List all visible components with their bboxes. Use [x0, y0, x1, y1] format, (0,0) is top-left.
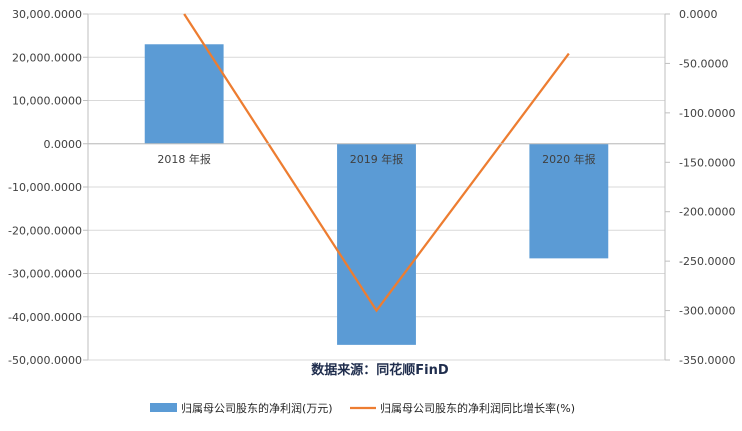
left-tick-label: 0.0000	[44, 138, 83, 151]
category-label: 2019 年报	[350, 152, 404, 166]
left-tick-label: -40,000.0000	[8, 311, 82, 324]
left-axis-ticks: 30,000.0000 20,000.0000 10,000.0000 0.0000 -…	[8, 8, 82, 367]
right-tick-label: -250.0000	[679, 255, 735, 268]
bar	[337, 144, 416, 345]
left-tick-label: -20,000.0000	[8, 224, 82, 237]
right-tick-label: -350.0000	[679, 354, 735, 367]
left-tick-label: 20,000.0000	[12, 51, 82, 64]
right-tick-label: -50.0000	[679, 57, 728, 70]
left-tick-label: 30,000.0000	[12, 8, 82, 21]
legend-label-line: 归属母公司股东的净利润同比增长率(%)	[380, 401, 575, 415]
right-tick-label: -200.0000	[679, 206, 735, 219]
left-tick-label: -10,000.0000	[8, 181, 82, 194]
legend-label-bar: 归属母公司股东的净利润(万元)	[181, 401, 333, 415]
right-tick-label: 0.0000	[679, 8, 718, 21]
legend: 归属母公司股东的净利润(万元) 归属母公司股东的净利润同比增长率(%)	[150, 401, 575, 415]
legend-swatch-bar	[150, 403, 177, 412]
category-label: 2018 年报	[157, 152, 211, 166]
bar	[145, 44, 224, 143]
left-tick-label: -50,000.0000	[8, 354, 82, 367]
right-tick-label: -150.0000	[679, 156, 735, 169]
right-tick-label: -300.0000	[679, 305, 735, 318]
category-label: 2020 年报	[542, 152, 596, 166]
left-tick-label: -30,000.0000	[8, 268, 82, 281]
bar-series	[145, 44, 609, 345]
right-axis-ticks: 0.0000 -50.0000 -100.0000 -150.0000 -200.000…	[679, 8, 735, 367]
left-tick-label: 10,000.0000	[12, 95, 82, 108]
right-tick-label: -100.0000	[679, 107, 735, 120]
data-source-annotation: 数据来源：同花顺FinD	[311, 362, 449, 378]
